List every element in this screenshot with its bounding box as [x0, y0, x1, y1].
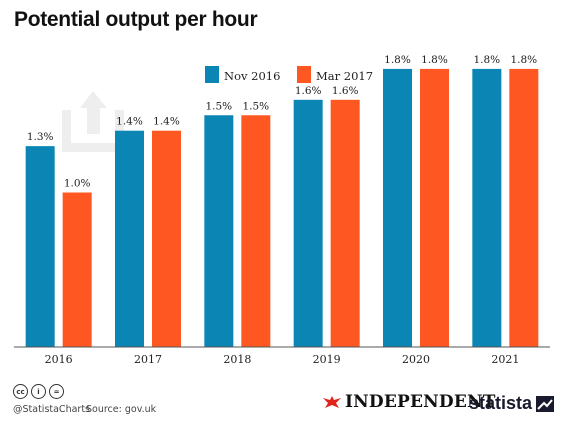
data-label: 1.6% — [295, 85, 322, 97]
bar-2020-series-2 — [420, 68, 449, 348]
statista-logo[interactable]: statista — [469, 393, 555, 414]
bar-2018-series-2 — [241, 115, 271, 347]
data-label: 1.3% — [27, 131, 54, 143]
share-watermark-icon — [62, 91, 124, 152]
x-tick-label: 2019 — [313, 353, 341, 366]
bar-2019-series-2 — [330, 99, 360, 347]
statista-wordmark: statista — [469, 393, 533, 413]
bar-2020-series-1 — [383, 68, 412, 348]
x-axis-ticks: 2016 2017 2018 2019 2020 2021 — [45, 353, 520, 366]
data-label: 1.5% — [242, 100, 269, 112]
attribution-icon: i — [31, 384, 46, 399]
bar-2017-series-1 — [115, 130, 144, 347]
legend-label: Mar 2017 — [316, 69, 373, 83]
data-label: 1.8% — [510, 54, 537, 66]
cc-icon: cc — [13, 384, 28, 399]
independent-logo[interactable]: INDEPENDENT — [322, 392, 496, 412]
no-derivatives-icon: = — [49, 384, 64, 399]
data-label: 1.8% — [473, 54, 500, 66]
legend-label: Nov 2016 — [224, 69, 280, 83]
creative-commons-badges: cc i = — [13, 384, 64, 399]
data-label: 1.4% — [116, 116, 143, 128]
legend-swatch — [205, 66, 219, 83]
bar-2017-series-2 — [152, 130, 181, 347]
bar-2016-series-1 — [25, 146, 55, 347]
bars-group: 1.3% 1.0% 1.4% 1.4% 1.5% 1.5% 1.6% 1.6% 1.8% 1.8%… — [25, 54, 539, 348]
independent-wordmark: INDEPENDENT — [345, 392, 496, 412]
bar-2021-series-1 — [472, 68, 502, 348]
eagle-icon — [323, 396, 341, 408]
x-tick-label: 2021 — [491, 353, 519, 366]
x-tick-label: 2016 — [45, 353, 73, 366]
statista-mark-icon — [536, 395, 555, 412]
data-label: 1.4% — [153, 116, 180, 128]
bar-2016-series-2 — [62, 192, 92, 347]
legend: Nov 2016 Mar 2017 — [205, 66, 373, 83]
data-label: 1.8% — [421, 54, 448, 66]
x-tick-label: 2017 — [134, 353, 162, 366]
chart-title: Potential output per hour — [14, 8, 258, 31]
data-label: 1.0% — [64, 178, 91, 190]
x-tick-label: 2020 — [402, 353, 430, 366]
source-note: Source: gov.uk — [86, 404, 157, 415]
data-label: 1.6% — [332, 85, 359, 97]
data-label: 1.8% — [384, 54, 411, 66]
bar-2021-series-2 — [509, 68, 539, 348]
legend-swatch — [297, 66, 311, 83]
statista-handle[interactable]: @StatistaCharts — [13, 404, 90, 415]
data-label: 1.5% — [205, 100, 232, 112]
bar-2019-series-1 — [293, 99, 323, 347]
bar-2018-series-1 — [204, 115, 234, 347]
x-tick-label: 2018 — [223, 353, 251, 366]
